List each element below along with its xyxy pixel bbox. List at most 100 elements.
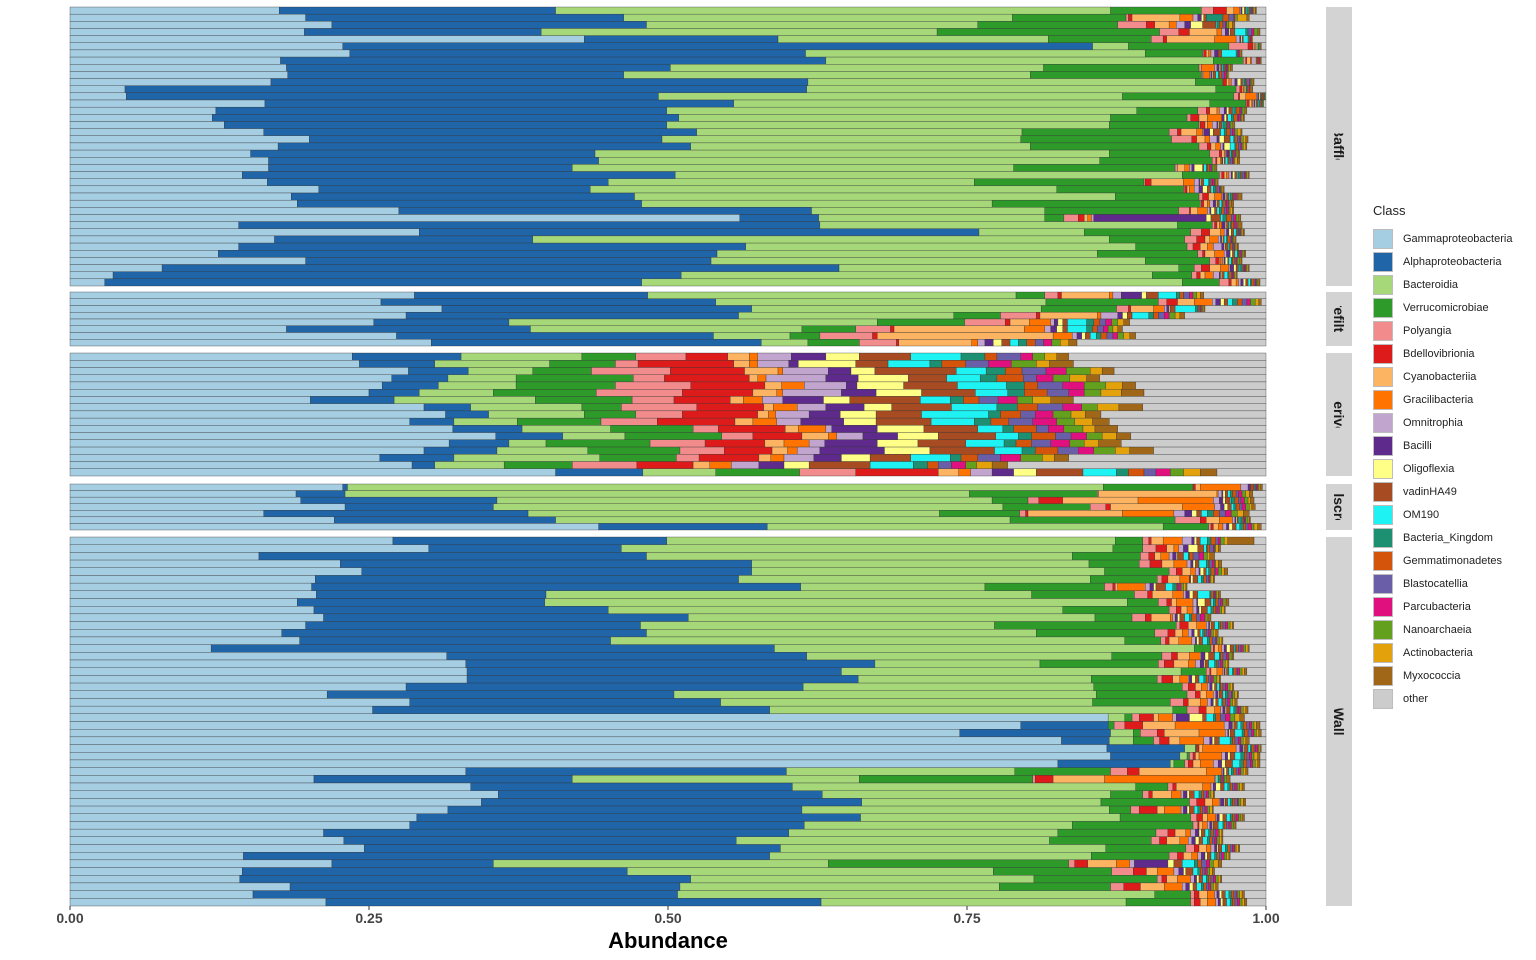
bar-segment-gemmatimonadetes	[1223, 64, 1226, 72]
bar-segment-actinobacteria	[1229, 621, 1233, 630]
bar-segment-bacteria_kingdom	[1214, 659, 1218, 668]
bar-segment-gracilibacteria	[1162, 536, 1183, 545]
bar-segment-actinobacteria	[1235, 242, 1238, 251]
bar-segment-nanoarchaeia	[1241, 250, 1244, 258]
bar-segment-polyangia	[1170, 698, 1184, 707]
bar-segment-polyangia	[1235, 85, 1240, 94]
bar-segment-actinobacteria	[1241, 114, 1244, 122]
bar-segment-bacteroidia	[623, 13, 1013, 22]
bar-segment-cyanobacteriia	[1203, 199, 1208, 208]
bar-segment-blastocatellia	[1226, 821, 1230, 830]
bar-segment-cyanobacteriia	[1180, 128, 1197, 136]
bar-segment-gemmatimonadetes	[1210, 590, 1214, 599]
bar-segment-gemmatimonadetes	[1222, 199, 1226, 208]
bar-segment-verrucomicrobiae	[1014, 767, 1111, 776]
bar-segment-polyangia	[1212, 157, 1216, 165]
bar-segment-bacteroidia	[562, 432, 626, 441]
bar-segment-actinobacteria	[1255, 759, 1258, 768]
bar-segment-oligoflexia	[1197, 598, 1206, 607]
bar-segment-oligoflexia	[1219, 135, 1225, 144]
bar-segment-vadinha49	[1245, 278, 1249, 287]
bar-segment-actinobacteria	[1258, 483, 1261, 491]
bar-segment-other	[1235, 235, 1267, 244]
bar-segment-bacteria_kingdom	[1202, 629, 1206, 638]
bar-segment-gammaproteobacteria	[69, 13, 306, 22]
bar-segment-actinobacteria	[1241, 228, 1244, 237]
bar-segment-gemmatimonadetes	[1201, 790, 1204, 799]
bar-segment-bacilli	[1240, 6, 1243, 15]
bar-segment-vadinha49	[1228, 106, 1233, 115]
bar-segment-bacilli	[1213, 199, 1216, 208]
bar-segment-myxococcia	[1208, 613, 1212, 622]
bar-segment-bdellovibrionia	[1198, 705, 1207, 714]
bar-segment-parcubacteria	[1208, 882, 1212, 891]
bar-segment-other	[1253, 496, 1267, 504]
bar-segment-cyanobacteriia	[757, 410, 769, 419]
bar-segment-bdellovibrionia	[1178, 28, 1190, 36]
bar-segment-oligoflexia	[1189, 882, 1194, 891]
bar-segment-parcubacteria	[1240, 106, 1243, 115]
bar-segment-polyangia	[1201, 6, 1214, 15]
bar-segment-polyangia	[1190, 813, 1197, 822]
bar-segment-oligoflexia	[1226, 644, 1231, 653]
bar-segment-bacteria_kingdom	[1197, 867, 1201, 876]
bar-segment-gammaproteobacteria	[69, 461, 413, 469]
bar-segment-om190	[1202, 875, 1207, 884]
bar-segment-vadinha49	[1198, 836, 1203, 845]
bar-segment-bacilli	[1222, 192, 1226, 201]
bar-segment-gammaproteobacteria	[69, 836, 345, 845]
bar-segment-other	[1221, 875, 1267, 884]
bar-segment-om190	[1219, 199, 1222, 208]
bar-segment-alphaproteobacteria	[264, 99, 734, 108]
bar-segment-bacteria_kingdom	[1210, 606, 1214, 615]
bar-segment-bacteroidia	[541, 28, 938, 36]
bar-segment-vadinha49	[1189, 790, 1195, 799]
bar-segment-cyanobacteriia	[1198, 844, 1207, 853]
bar-segment-vadinha49	[1177, 552, 1184, 561]
bar-segment-bacteroidia	[777, 35, 1049, 43]
bar-segment-alphaproteobacteria	[481, 798, 862, 807]
bar-segment-bacteria_kingdom	[1231, 767, 1234, 776]
bar-segment-alphaproteobacteria	[218, 250, 718, 258]
bar-segment-bacteroidia	[720, 698, 1093, 707]
bar-segment-parcubacteria	[1251, 729, 1255, 738]
bar-segment-verrucomicrobiae	[1015, 291, 1045, 299]
bar-segment-polyangia	[1104, 582, 1114, 591]
bar-segment-verrucomicrobiae	[1062, 606, 1170, 615]
bar-segment-nanoarchaeia	[1262, 99, 1264, 108]
bar-segment-bdellovibrionia	[1128, 13, 1133, 22]
bar-segment-nanoarchaeia	[1234, 242, 1237, 251]
bar-segment-blastocatellia	[1208, 675, 1212, 684]
bar-segment-polyangia	[1209, 149, 1220, 158]
bar-segment-verrucomicrobiae	[1049, 836, 1152, 845]
bar-segment-cyanobacteriia	[1177, 652, 1190, 661]
bar-segment-bacteroidia	[1107, 713, 1126, 722]
bar-segment-gemmatimonadetes	[1220, 652, 1224, 661]
bar-segment-blastocatellia	[1229, 128, 1233, 136]
bar-segment-gracilibacteria	[1189, 185, 1195, 194]
bar-segment-blastocatellia	[1246, 752, 1250, 761]
bar-segment-cyanobacteriia	[730, 396, 744, 404]
bar-segment-blastocatellia	[1055, 432, 1072, 441]
bar-segment-myxococcia	[1232, 682, 1234, 691]
bar-segment-other	[1232, 64, 1267, 72]
bar-segment-omnitrophia	[1210, 844, 1215, 853]
bar-segment-gammaproteobacteria	[69, 606, 315, 615]
bar-segment-actinobacteria	[1215, 559, 1219, 568]
bar-segment-oligoflexia	[1223, 767, 1227, 776]
bar-segment-bacteria_kingdom	[1222, 64, 1225, 72]
bar-segment-omnitrophia	[1192, 606, 1197, 615]
bar-segment-gracilibacteria	[1179, 736, 1204, 745]
legend-swatch	[1373, 251, 1393, 272]
bar-segment-omnitrophia	[731, 461, 760, 469]
bar-segment-blastocatellia	[1229, 844, 1233, 853]
bar-segment-gemmatimonadetes	[1093, 318, 1100, 326]
bar-segment-gracilibacteria	[1087, 214, 1092, 222]
bar-segment-oligoflexia	[1223, 114, 1227, 122]
bar-segment-other	[1222, 836, 1267, 845]
bar-segment-bacilli	[1185, 882, 1190, 891]
bar-segment-myxococcia	[1256, 721, 1261, 730]
bar-segment-polyangia	[1190, 228, 1202, 237]
bar-segment-bacteroidia	[802, 682, 1094, 691]
bar-segment-polyangia	[1171, 135, 1193, 144]
